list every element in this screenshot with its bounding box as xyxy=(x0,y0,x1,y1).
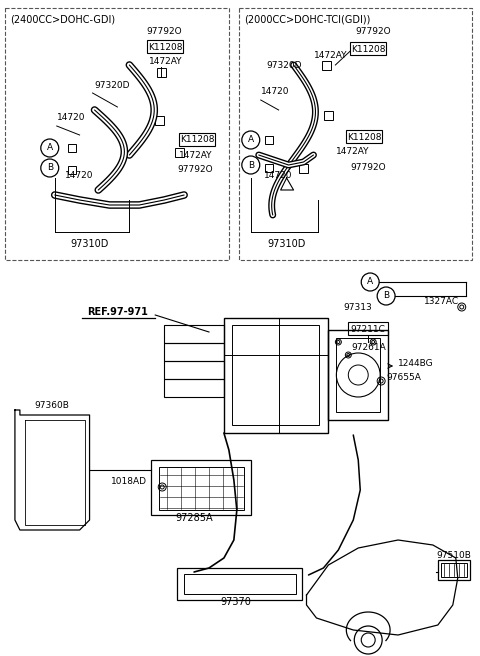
Text: 97211C: 97211C xyxy=(351,325,385,333)
Text: (2000CC>DOHC-TCI(GDI)): (2000CC>DOHC-TCI(GDI)) xyxy=(244,15,370,25)
Text: K11208: K11208 xyxy=(351,45,385,54)
Bar xyxy=(175,148,184,157)
Bar xyxy=(232,325,320,425)
Bar xyxy=(5,8,229,260)
Bar xyxy=(179,133,215,146)
Text: 97310D: 97310D xyxy=(267,239,306,249)
Bar xyxy=(147,40,183,53)
Bar xyxy=(336,338,380,412)
Text: 97313: 97313 xyxy=(343,304,372,312)
Text: 1472AY: 1472AY xyxy=(179,150,213,159)
Text: A: A xyxy=(367,277,373,287)
Bar xyxy=(239,8,472,260)
Bar xyxy=(299,163,308,173)
Bar xyxy=(438,560,470,580)
Bar xyxy=(164,343,224,361)
Text: K11208: K11208 xyxy=(347,133,382,142)
Text: 97261A: 97261A xyxy=(351,344,386,352)
Text: 14720: 14720 xyxy=(65,171,93,180)
Text: 97792O: 97792O xyxy=(350,163,386,173)
Bar xyxy=(350,42,386,55)
Text: 97370: 97370 xyxy=(220,597,252,607)
Text: B: B xyxy=(47,163,53,173)
Text: 14720: 14720 xyxy=(264,171,292,180)
Text: 97310D: 97310D xyxy=(71,239,109,249)
Bar xyxy=(324,110,333,119)
Text: B: B xyxy=(248,161,254,169)
Bar xyxy=(184,574,296,594)
Text: 97285A: 97285A xyxy=(175,513,213,523)
Text: 97320D: 97320D xyxy=(95,81,130,89)
Bar xyxy=(68,144,76,152)
Text: 97792O: 97792O xyxy=(177,165,213,174)
Text: A: A xyxy=(248,136,254,144)
Text: 97792O: 97792O xyxy=(146,28,182,37)
Bar xyxy=(151,460,251,515)
Text: 14720: 14720 xyxy=(261,87,289,96)
Bar xyxy=(264,136,273,144)
Text: 1018AD: 1018AD xyxy=(111,478,147,487)
Text: A: A xyxy=(47,144,53,152)
Bar xyxy=(328,330,388,420)
Text: 97510B: 97510B xyxy=(436,550,471,560)
Text: (2400CC>DOHC-GDI): (2400CC>DOHC-GDI) xyxy=(10,15,115,25)
Text: 14720: 14720 xyxy=(57,113,85,123)
Text: 97655A: 97655A xyxy=(386,373,421,382)
Text: 1472AY: 1472AY xyxy=(336,148,370,157)
Bar xyxy=(159,467,244,510)
Bar xyxy=(164,325,224,343)
Text: 1472AY: 1472AY xyxy=(149,58,183,66)
Bar xyxy=(155,115,164,125)
Bar xyxy=(348,322,388,335)
Text: REF.97-971: REF.97-971 xyxy=(87,307,148,317)
Bar xyxy=(164,361,224,379)
Text: K11208: K11208 xyxy=(180,136,214,144)
Bar xyxy=(346,130,382,143)
Bar xyxy=(224,318,328,433)
Text: 1244BG: 1244BG xyxy=(398,358,434,367)
Text: 1472AY: 1472AY xyxy=(313,51,347,60)
Text: B: B xyxy=(383,291,389,300)
Bar xyxy=(441,563,467,577)
Text: 97792O: 97792O xyxy=(355,28,391,37)
Bar xyxy=(68,166,76,174)
Text: 1327AC: 1327AC xyxy=(424,298,459,306)
Text: 97320D: 97320D xyxy=(267,60,302,70)
Bar xyxy=(177,568,301,600)
Bar xyxy=(322,60,331,70)
Bar xyxy=(164,379,224,397)
Text: K11208: K11208 xyxy=(148,43,182,52)
Bar xyxy=(264,164,273,172)
Text: 97360B: 97360B xyxy=(35,401,70,409)
Bar xyxy=(157,68,166,77)
